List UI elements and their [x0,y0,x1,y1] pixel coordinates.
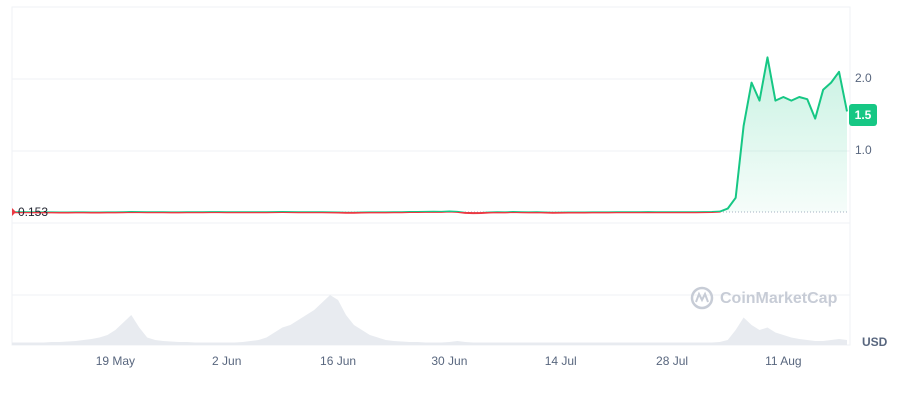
x-tick-label: 16 Jun [320,354,356,368]
price-area [12,57,847,214]
volume-area [12,295,847,345]
watermark-logo [690,286,714,310]
y-tick-label: 1.0 [855,143,872,157]
x-tick-label: 14 Jul [545,354,577,368]
x-tick-label: 28 Jul [656,354,688,368]
x-tick-label: 11 Aug [765,354,801,368]
x-tick-label: 19 May [96,354,135,368]
watermark-logo-mark [695,291,709,303]
price-tag-label: 1.5 [855,108,872,122]
currency-label: USD [862,335,888,349]
watermark: CoinMarketCap [690,286,838,310]
y-tick-label: 2.0 [855,71,872,85]
price-line [12,56,848,215]
price-tag [849,104,877,126]
watermark-text: CoinMarketCap [720,290,838,307]
baseline-marker [12,207,16,216]
baseline-label: 0.153 [18,205,48,219]
x-tick-label: 30 Jun [431,354,467,368]
x-tick-label: 2 Jun [212,354,241,368]
